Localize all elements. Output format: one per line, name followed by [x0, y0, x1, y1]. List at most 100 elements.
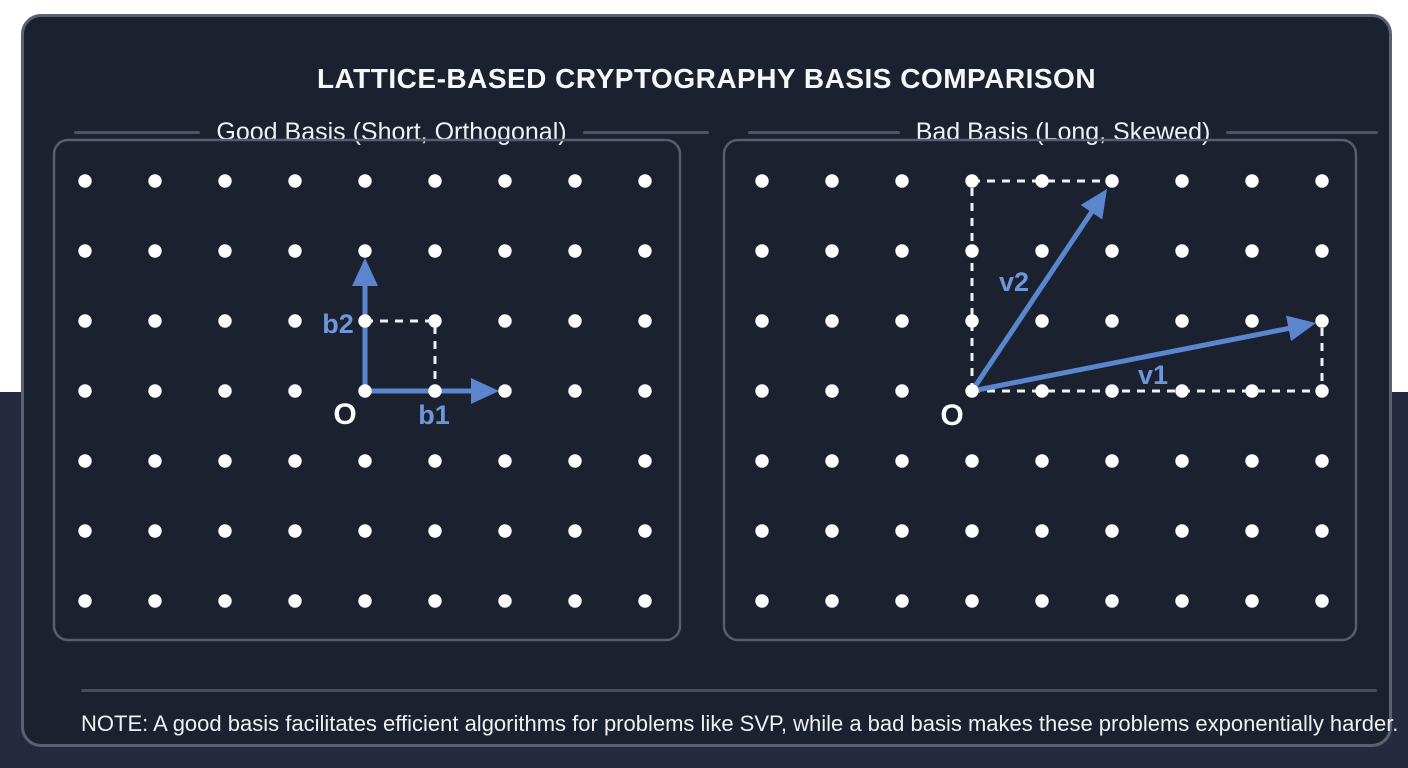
lattice-dot	[568, 314, 582, 328]
decorative-line	[582, 130, 710, 134]
comparison-card: LATTICE-BASED CRYPTOGRAPHY BASIS COMPARI…	[21, 14, 1399, 747]
lattice-dot	[1315, 524, 1329, 538]
lattice-dot	[1175, 384, 1189, 398]
vector-b1-label: b1	[418, 400, 450, 430]
lattice-dot	[428, 244, 442, 258]
lattice-dot	[638, 174, 652, 188]
lattice-dot	[755, 594, 769, 608]
note-text: NOTE: A good basis facilitates efficient…	[81, 711, 1399, 736]
vector-v2-label: v2	[999, 267, 1029, 297]
lattice-dot	[358, 314, 372, 328]
lattice-dot	[428, 314, 442, 328]
lattice-dot	[288, 384, 302, 398]
lattice-dot	[428, 174, 442, 188]
lattice-dot	[1245, 524, 1259, 538]
lattice-dot	[358, 384, 372, 398]
lattice-dot	[498, 244, 512, 258]
lattice-dot	[1105, 594, 1119, 608]
lattice-dot	[1035, 384, 1049, 398]
vector-v2-shaft	[969, 207, 1096, 393]
lattice-dot	[428, 384, 442, 398]
vector-b2-arrowhead	[352, 258, 378, 286]
lattice-dot	[288, 594, 302, 608]
lattice-dot	[218, 524, 232, 538]
lattice-dot	[428, 454, 442, 468]
lattice-dot	[78, 454, 92, 468]
lattice-dot	[825, 524, 839, 538]
bad-basis-origin-label: O	[940, 399, 963, 432]
lattice-dot	[498, 524, 512, 538]
lattice-dot	[358, 594, 372, 608]
lattice-dot	[755, 314, 769, 328]
lattice-dot	[218, 244, 232, 258]
lattice-dot	[825, 594, 839, 608]
lattice-dot	[148, 524, 162, 538]
decorative-line	[74, 130, 201, 134]
lattice-dot	[568, 174, 582, 188]
lattice-dot	[498, 454, 512, 468]
lattice-dot	[148, 244, 162, 258]
lattice-dot	[1245, 314, 1259, 328]
lattice-dot	[288, 314, 302, 328]
lattice-dot	[218, 314, 232, 328]
lattice-dot	[1175, 174, 1189, 188]
lattice-dot	[755, 454, 769, 468]
decorative-line	[1226, 130, 1379, 134]
lattice-dot	[895, 174, 909, 188]
lattice-dot	[895, 454, 909, 468]
note-divider	[81, 689, 1377, 692]
lattice-dot	[1105, 454, 1119, 468]
lattice-dot	[148, 594, 162, 608]
lattice-dot	[895, 384, 909, 398]
lattice-dot	[148, 314, 162, 328]
lattice-dot	[1175, 594, 1189, 608]
good-basis-origin-label: O	[333, 398, 356, 431]
decorative-line	[748, 130, 900, 134]
lattice-dot	[638, 314, 652, 328]
lattice-dot	[358, 454, 372, 468]
lattice-dot	[895, 244, 909, 258]
lattice-dot	[965, 314, 979, 328]
lattice-dot	[218, 594, 232, 608]
lattice-dot	[638, 454, 652, 468]
lattice-dot	[1315, 174, 1329, 188]
lattice-dot	[965, 594, 979, 608]
lattice-dot	[358, 244, 372, 258]
lattice-dot	[638, 384, 652, 398]
lattice-dot	[358, 174, 372, 188]
lattice-dot	[1315, 244, 1329, 258]
lattice-dot	[1035, 244, 1049, 258]
lattice-dot	[1315, 384, 1329, 398]
lattice-dot	[1105, 524, 1119, 538]
vector-v2-arrowhead	[1080, 189, 1107, 220]
lattice-dot	[965, 174, 979, 188]
lattice-dot	[148, 174, 162, 188]
lattice-dot	[1245, 384, 1259, 398]
lattice-dot	[965, 524, 979, 538]
lattice-dot	[825, 384, 839, 398]
lattice-dot	[755, 244, 769, 258]
good-basis-panel-border	[52, 138, 682, 642]
lattice-dot	[78, 594, 92, 608]
lattice-dot	[218, 384, 232, 398]
lattice-dot	[1245, 244, 1259, 258]
lattice-dot	[498, 174, 512, 188]
lattice-dot	[218, 454, 232, 468]
lattice-dot	[755, 524, 769, 538]
lattice-dot	[965, 244, 979, 258]
lattice-dot	[78, 244, 92, 258]
lattice-dot	[1245, 594, 1259, 608]
bad-basis-panel-border	[722, 138, 1358, 642]
lattice-dot	[428, 594, 442, 608]
lattice-dot	[1035, 594, 1049, 608]
vector-v1-label: v1	[1138, 360, 1168, 390]
lattice-dot	[568, 384, 582, 398]
lattice-dot	[148, 454, 162, 468]
lattice-dot	[1175, 244, 1189, 258]
lattice-dot	[288, 244, 302, 258]
lattice-dot	[1175, 454, 1189, 468]
lattice-dot	[638, 524, 652, 538]
lattice-dot	[895, 314, 909, 328]
lattice-dot	[895, 524, 909, 538]
lattice-dot	[965, 384, 979, 398]
